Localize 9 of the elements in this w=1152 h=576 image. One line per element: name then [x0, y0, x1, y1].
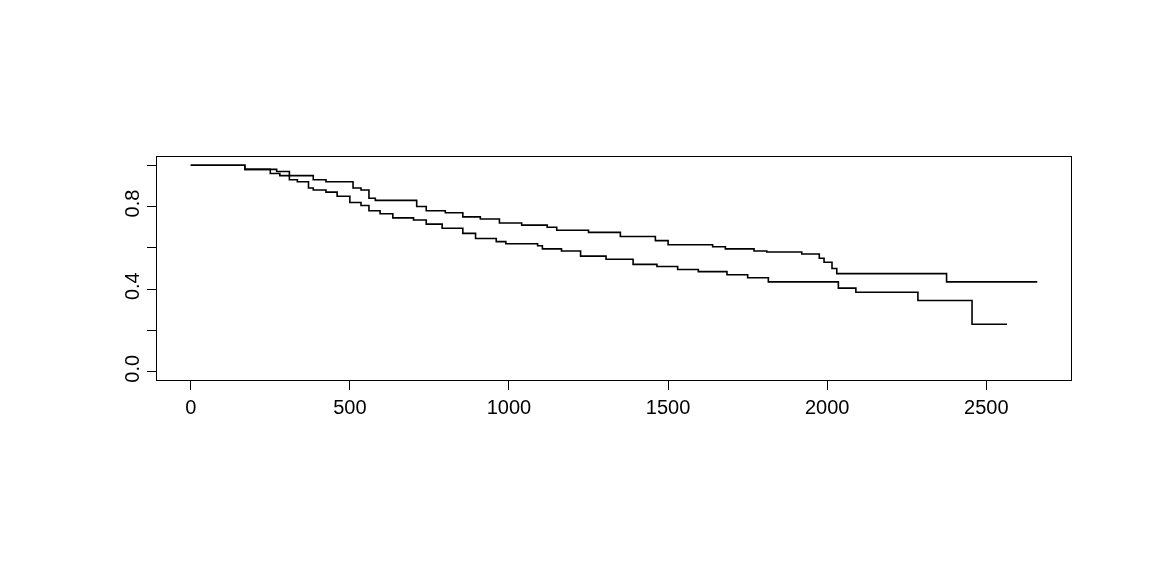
y-tick-label: 0.4 [121, 272, 143, 301]
x-tick-label: 2500 [964, 396, 1009, 418]
y-tick-label: 0.0 [121, 354, 143, 383]
x-tick-label: 0 [185, 396, 197, 418]
x-tick-label: 500 [333, 396, 367, 418]
x-tick-label: 1500 [645, 396, 691, 418]
x-tick-label: 2000 [804, 396, 850, 418]
y-tick-label: 0.8 [121, 189, 143, 218]
x-tick-label: 1000 [486, 396, 532, 418]
